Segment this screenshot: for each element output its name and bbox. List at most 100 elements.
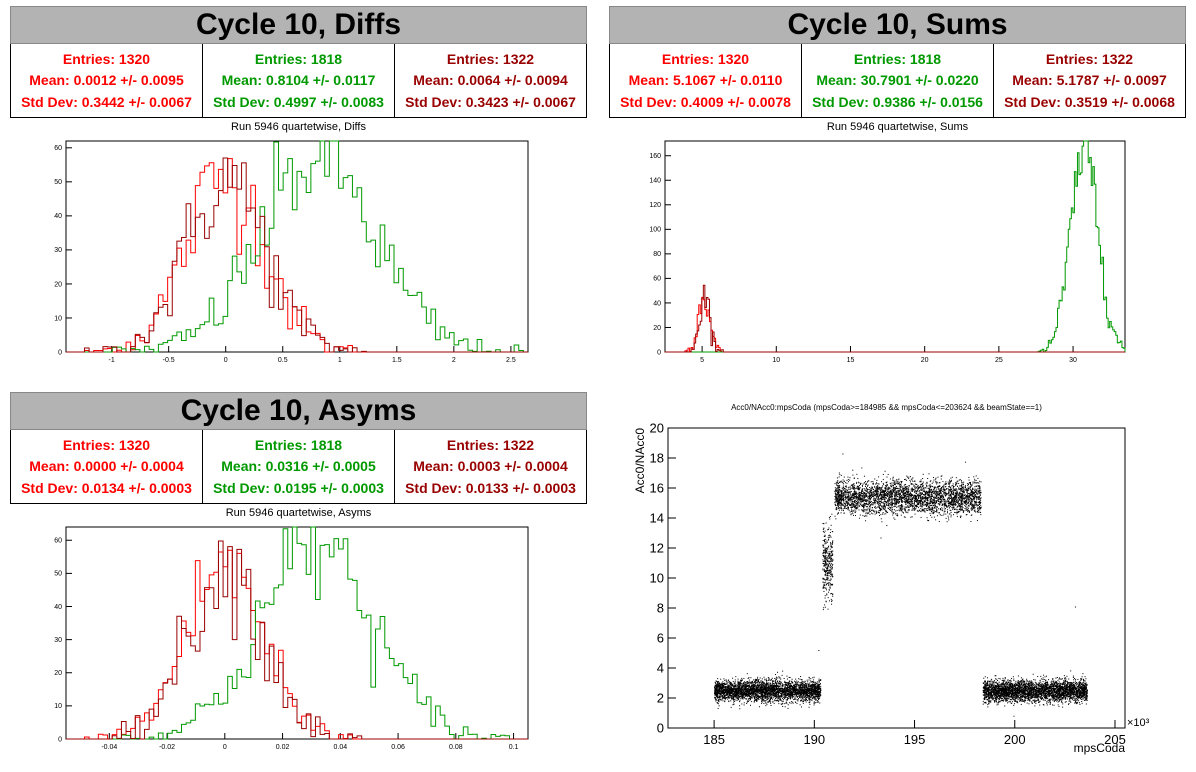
scatter-point — [826, 567, 828, 569]
scatter-point — [758, 693, 760, 695]
scatter-point — [803, 684, 805, 686]
scatter-point — [760, 684, 762, 686]
scatter-point — [919, 495, 921, 497]
scatter-point — [790, 693, 792, 695]
entries-text: Entries: 1322 — [446, 436, 535, 453]
scatter-point — [931, 485, 933, 487]
scatter-point — [782, 700, 784, 702]
scatter-point — [799, 686, 801, 688]
scatter-point — [872, 510, 874, 512]
scatter-point — [823, 544, 825, 546]
scatter-point — [727, 692, 729, 694]
scatter-point — [735, 696, 737, 698]
scatter-point — [826, 582, 828, 584]
scatter-point — [811, 681, 813, 683]
scatter-point — [920, 516, 922, 518]
scatter-title: Acc0/NAcc0:mpsCoda (mpsCoda>=184985 && m… — [731, 403, 1042, 412]
scatter-point — [820, 680, 822, 682]
scatter-point — [791, 688, 793, 690]
scatter-point — [816, 685, 818, 687]
scatter-point — [905, 500, 907, 502]
scatter-point — [806, 693, 808, 695]
scatter-point — [955, 477, 957, 479]
scatter-point — [798, 686, 800, 688]
scatter-point — [951, 496, 953, 498]
scatter-point — [718, 686, 720, 688]
scatter-point — [840, 481, 842, 483]
scatter-point — [808, 701, 810, 703]
scatter-point — [830, 550, 832, 552]
scatter-point — [822, 586, 824, 588]
scatter-point — [879, 501, 881, 503]
scatter-point — [776, 685, 778, 687]
scatter-point — [938, 494, 940, 496]
scatter-point — [960, 487, 962, 489]
scatter-point — [818, 684, 820, 686]
scatter-point — [840, 498, 842, 500]
scatter-point — [790, 701, 792, 703]
y-tick-label: 30 — [54, 247, 62, 254]
scatter-point — [787, 682, 789, 684]
scatter-point — [817, 694, 819, 696]
y-tick-label: 60 — [54, 538, 62, 545]
scatter-point — [787, 697, 789, 699]
scatter-point — [892, 479, 894, 481]
scatter-point — [750, 677, 752, 679]
scatter-point — [739, 701, 741, 703]
scatter-point — [758, 684, 760, 686]
scatter-point — [808, 696, 810, 698]
scatter-point — [810, 696, 812, 698]
scatter-point — [892, 512, 894, 514]
scatter-point — [762, 690, 764, 692]
scatter-point — [748, 691, 750, 693]
scatter-point — [751, 682, 753, 684]
scatter-point — [724, 694, 726, 696]
scatter-point — [817, 691, 819, 693]
scatter-point — [744, 697, 746, 699]
scatter-point — [714, 692, 716, 694]
scatter-point — [761, 688, 763, 690]
scatter-point — [817, 686, 819, 688]
scatter-point — [806, 697, 808, 699]
scatter-point — [890, 509, 892, 511]
scatter-point — [753, 687, 755, 689]
scatter-point — [873, 500, 875, 502]
scatter-point — [732, 696, 734, 698]
scatter-point — [772, 695, 774, 697]
scatter-point — [753, 688, 755, 690]
scatter-point — [788, 683, 790, 685]
scatter-point — [746, 690, 748, 692]
scatter-point — [892, 486, 894, 488]
scatter-point — [840, 506, 842, 508]
scatter-point — [741, 683, 743, 685]
scatter-point — [731, 683, 733, 685]
scatter-point — [806, 694, 808, 696]
scatter-point — [851, 499, 853, 501]
scatter-point — [799, 678, 801, 680]
y-tick-label: 30 — [54, 637, 62, 644]
scatter-point — [806, 688, 808, 690]
x-tick-label: 0 — [224, 357, 228, 364]
scatter-point — [789, 686, 791, 688]
scatter-point — [826, 541, 828, 543]
scatter-point — [761, 678, 763, 680]
scatter-point — [916, 496, 918, 498]
scatter-point — [775, 692, 777, 694]
scatter-point — [795, 682, 797, 684]
scatter-point — [894, 518, 896, 520]
scatter-point — [786, 689, 788, 691]
scatter-point — [919, 480, 921, 482]
scatter-point — [742, 685, 744, 687]
scatter-point — [888, 493, 890, 495]
scatter-point — [849, 491, 851, 493]
scatter-point — [788, 689, 790, 691]
scatter-point — [850, 497, 852, 499]
scatter-point — [758, 688, 760, 690]
scatter-point — [726, 693, 728, 695]
scatter-point — [754, 691, 756, 693]
scatter-point — [823, 578, 825, 580]
y-tick-label: 40 — [54, 213, 62, 220]
scatter-point — [959, 479, 961, 481]
scatter-point — [774, 678, 776, 680]
scatter-point — [785, 684, 787, 686]
